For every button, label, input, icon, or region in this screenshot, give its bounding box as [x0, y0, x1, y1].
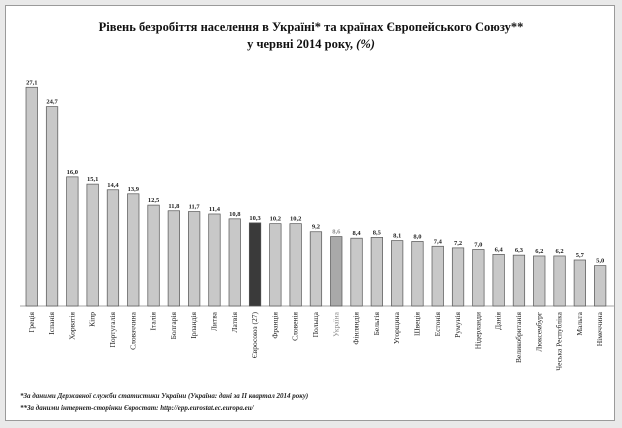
value-label: 12,5 — [148, 197, 160, 204]
bar — [127, 193, 140, 307]
bar — [370, 237, 383, 307]
category-label: Хорватія — [67, 311, 76, 339]
chart-title: Рівень безробіття населення в Україні* т… — [98, 20, 524, 34]
value-label: 11,7 — [189, 204, 201, 211]
category-label: Україна — [331, 311, 340, 336]
bar — [350, 237, 363, 307]
bar-chart: 27,1 Греція 24,7 Іспанія 16,0 Хорватія 15,1 Кіп… — [20, 79, 614, 371]
category-label: Кіпр — [88, 312, 97, 327]
bar — [45, 106, 59, 307]
bar — [269, 223, 282, 307]
category-label: Словаччина — [128, 311, 137, 350]
value-label: 13,9 — [128, 186, 140, 193]
bar — [228, 218, 241, 307]
value-label: 7,4 — [434, 238, 443, 245]
bar — [25, 86, 38, 307]
category-label: Польща — [311, 311, 320, 337]
bar — [208, 213, 221, 307]
category-label: Болгарія — [169, 311, 178, 339]
value-label: 8,4 — [352, 230, 361, 237]
value-label: 8,6 — [332, 229, 341, 236]
bar — [309, 231, 323, 307]
bar — [533, 255, 546, 307]
value-label: 10,8 — [229, 211, 241, 218]
category-label: Данія — [494, 311, 503, 330]
category-label: Люксембург — [534, 312, 543, 352]
value-label: 7,0 — [474, 242, 482, 249]
value-label: 15,1 — [87, 176, 98, 183]
bar — [411, 241, 424, 307]
category-label: Мальта — [575, 311, 584, 335]
category-label: Німеччина — [595, 311, 604, 346]
value-label: 8,0 — [413, 233, 421, 240]
category-label: Ірландія — [189, 311, 198, 338]
bar — [472, 249, 485, 307]
value-label: 5,0 — [596, 258, 604, 265]
category-label: Латвія — [230, 311, 239, 332]
value-label: 7,2 — [454, 240, 462, 247]
value-label: 10,2 — [290, 216, 301, 223]
category-label: Естонія — [433, 311, 442, 336]
value-label: 9,2 — [312, 224, 320, 231]
bar — [106, 189, 120, 307]
chart-frame: Рівень безробіття населення в Україні* т… — [5, 5, 615, 421]
category-label: Чеська Республіка — [555, 311, 564, 370]
category-label: Євросоюз (27) — [250, 312, 259, 359]
bar — [86, 183, 99, 307]
category-label: Іспанія — [47, 311, 56, 334]
category-label: Швеція — [412, 311, 421, 335]
chart-subtitle: у червні 2014 року, (%) — [6, 37, 616, 52]
value-label: 6,2 — [555, 248, 563, 255]
value-label: 27,1 — [26, 79, 37, 86]
value-label: 24,7 — [46, 99, 58, 106]
bar — [66, 176, 79, 307]
category-label: Франція — [270, 311, 279, 338]
category-label: Словенія — [291, 311, 300, 340]
bar — [594, 265, 607, 307]
category-label: Греція — [27, 311, 36, 332]
bar — [248, 222, 262, 307]
value-label: 11,4 — [209, 206, 221, 213]
category-label: Литва — [209, 311, 218, 331]
bar — [553, 255, 566, 307]
bar — [512, 254, 526, 307]
value-label: 6,2 — [535, 248, 543, 255]
bar — [431, 245, 444, 307]
value-label: 14,4 — [107, 182, 119, 189]
bar — [492, 253, 505, 307]
value-label: 11,8 — [168, 203, 180, 210]
value-label: 10,2 — [270, 216, 281, 223]
bar — [147, 204, 160, 307]
value-label: 16,0 — [67, 169, 78, 176]
bar — [188, 211, 201, 307]
category-label: Великобританія — [514, 311, 523, 362]
bar — [573, 259, 586, 307]
value-label: 5,7 — [576, 252, 585, 259]
value-label: 8,1 — [393, 233, 401, 240]
category-label: Португалія — [108, 311, 117, 347]
bar — [330, 236, 343, 307]
bar — [451, 247, 465, 307]
bar — [289, 223, 302, 307]
footnote-1: *За даними Державної служби статистики У… — [20, 392, 309, 400]
category-label: Бельгія — [372, 311, 381, 335]
footnote-2: **За даними інтернет-сторінки Євростат: … — [20, 404, 254, 412]
category-label: Фінляндія — [352, 311, 361, 344]
bar — [167, 210, 180, 307]
category-label: Угорщина — [392, 311, 401, 344]
value-label: 6,3 — [515, 247, 524, 254]
chart-subtitle-text: у червні 2014 року, — [247, 37, 354, 51]
chart-unit: (%) — [356, 37, 375, 51]
value-label: 8,5 — [373, 229, 382, 236]
category-label: Нідерланди — [473, 312, 482, 349]
category-label: Румунія — [453, 311, 462, 337]
value-label: 10,3 — [249, 215, 261, 222]
category-label: Італія — [149, 311, 158, 330]
bar — [391, 240, 404, 307]
value-label: 6,4 — [495, 246, 504, 253]
